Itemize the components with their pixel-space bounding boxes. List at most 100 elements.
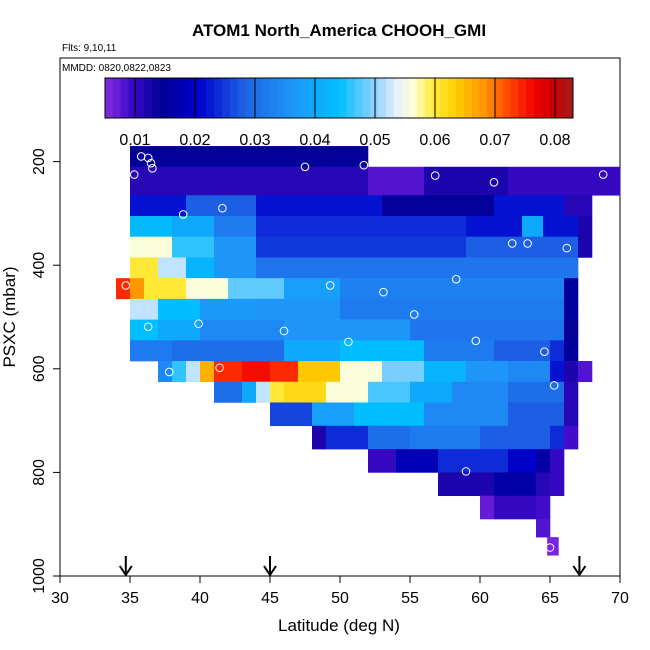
sample-point [178, 210, 188, 219]
sample-point [549, 381, 559, 390]
heatmap-cell [130, 236, 173, 258]
colorbar-segment [565, 78, 574, 118]
heatmap-cell [424, 402, 509, 427]
heatmap-cell [200, 298, 257, 320]
heatmap-cell [536, 495, 551, 520]
heatmap-cell [340, 340, 425, 362]
y-tick-label: 1000 [31, 558, 48, 594]
heatmap-cell [564, 319, 579, 341]
heatmap-cell [452, 381, 509, 403]
heatmap-cell [410, 319, 565, 341]
sample-point [540, 347, 549, 357]
heatmap-cell [550, 340, 565, 362]
colorbar-segment [432, 78, 441, 118]
x-tick-label: 60 [471, 590, 489, 607]
heatmap-cell [270, 381, 285, 403]
sample-point [300, 162, 310, 172]
sample-point [279, 326, 289, 336]
heatmap-cell [578, 236, 593, 258]
heatmap-cell [536, 449, 551, 473]
colorbar-tick-label: 0.01 [119, 132, 150, 149]
heatmap-cell [466, 236, 579, 258]
heatmap-cell [508, 361, 551, 383]
colorbar-segment [175, 78, 184, 118]
heatmap-cell [536, 519, 551, 538]
heatmap-cell [172, 340, 285, 362]
heatmap-cell [326, 381, 369, 403]
heatmap-cell [508, 402, 565, 427]
flight-arrow-head [572, 565, 587, 577]
heatmap-cell [382, 361, 425, 383]
y-axis: 200 400 600 800 1000 [31, 148, 60, 594]
colorbar-segment [105, 78, 114, 118]
heatmap-cell [256, 381, 271, 403]
colorbar-segment [424, 78, 433, 118]
heatmap-cell [214, 236, 257, 258]
heatmap-cells [116, 146, 621, 556]
colorbar-segment [526, 78, 535, 118]
heatmap-cell [256, 298, 341, 320]
colorbar-segment [354, 78, 363, 118]
colorbar-tick-label: 0.07 [479, 132, 510, 149]
flight-arrow-head [118, 565, 133, 577]
heatmap-cell [410, 381, 453, 403]
sample-point [598, 170, 608, 179]
colorbar-tick-label: 0.06 [419, 132, 450, 149]
colorbar-segment [151, 78, 160, 118]
heatmap-cell [172, 215, 215, 238]
flight-arrows [118, 556, 587, 577]
heatmap-cell [438, 449, 509, 473]
sample-point [143, 153, 153, 163]
heatmap-cell [564, 402, 579, 427]
heatmap-cell [256, 257, 579, 279]
heatmap-cell [256, 215, 467, 238]
sample-point [461, 467, 471, 476]
x-tick-label: 65 [541, 590, 559, 607]
heatmap-cell [543, 215, 579, 238]
heatmap-cell [242, 361, 271, 383]
colorbar-segment [393, 78, 402, 118]
colorbar-segment [471, 78, 480, 118]
heatmap-cell [564, 381, 579, 403]
sample-point [164, 367, 174, 377]
x-tick-label: 70 [611, 590, 629, 607]
heatmap-cell [326, 425, 369, 450]
heatmap-cell [536, 472, 551, 497]
sample-point [359, 160, 369, 170]
heatmap-cell [130, 340, 173, 362]
colorbar-segment [284, 78, 293, 118]
colorbar-segment [292, 78, 301, 118]
colorbar-segment [534, 78, 543, 118]
heatmap-cell [186, 195, 257, 217]
heatmap-cell [130, 166, 369, 196]
heatmap-cell [130, 257, 159, 279]
flight-arrow-head [263, 565, 277, 577]
sample-point [218, 203, 227, 213]
sample-point [545, 543, 555, 552]
colorbar-segment [206, 78, 215, 118]
colorbar-segment [487, 78, 496, 118]
colorbar-segment [479, 78, 488, 118]
heatmap-cell [130, 215, 173, 238]
colorbar-segment [245, 78, 254, 118]
heatmap-cell [410, 425, 481, 450]
sample-point [523, 239, 532, 248]
heatmap-cell [284, 319, 411, 341]
colorbar-segment [385, 78, 394, 118]
heatmap-cell [578, 215, 593, 238]
sample-point [148, 164, 157, 173]
sample-point [409, 310, 419, 319]
heatmap-cell [186, 361, 201, 383]
colorbar-segment [198, 78, 207, 118]
colorbar-segment [448, 78, 457, 118]
colorbar-segment [401, 78, 410, 118]
colorbar-segment [237, 78, 246, 118]
colorbar-tick-label: 0.08 [539, 132, 570, 149]
sample-point [507, 239, 517, 248]
colorbar-segment [362, 78, 371, 118]
x-tick-label: 45 [261, 590, 279, 607]
colorbar-segment [378, 78, 387, 118]
heatmap-cell [550, 472, 565, 497]
colorbar-segment [495, 78, 504, 118]
